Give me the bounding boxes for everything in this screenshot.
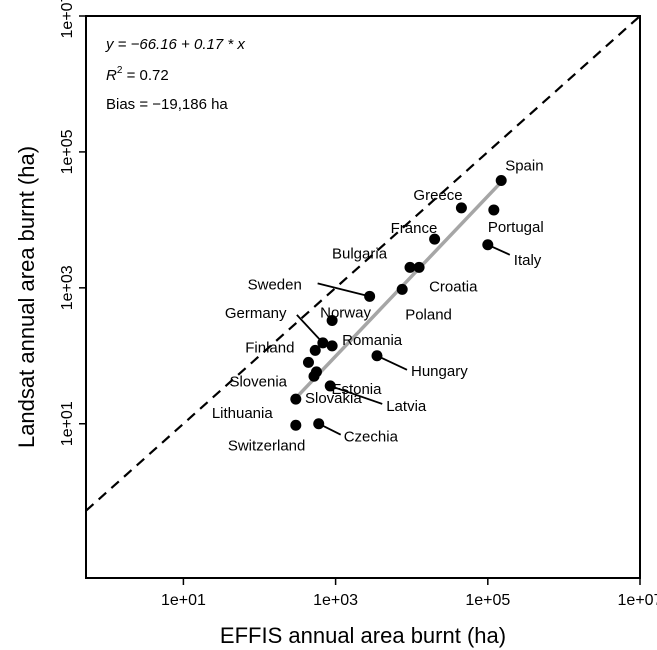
bias-annotation: Bias = −19,186 ha — [106, 96, 228, 113]
data-point-spain — [495, 174, 507, 186]
point-label-spain: Spain — [505, 157, 543, 174]
r2-value: = 0.72 — [122, 67, 168, 84]
x-tick-label: 1e+03 — [313, 592, 358, 609]
point-label-bulgaria: Bulgaria — [332, 245, 388, 262]
data-point-bulgaria — [404, 261, 416, 273]
y-tick-label: 1e+07 — [59, 0, 76, 38]
point-label-romania: Romania — [342, 332, 403, 349]
point-label-croatia: Croatia — [429, 278, 478, 295]
point-label-france: France — [391, 220, 438, 237]
point-label-greece: Greece — [413, 187, 462, 204]
point-label-czechia: Czechia — [344, 429, 399, 446]
point-label-hungary: Hungary — [411, 363, 468, 380]
leader-line-hungary — [376, 354, 408, 371]
x-tick-label: 1e+07 — [618, 592, 657, 609]
data-point-germany — [317, 337, 329, 349]
x-tick-label: 1e+05 — [465, 592, 510, 609]
data-point-latvia — [324, 380, 336, 392]
equation-annotation: y = −66.16 + 0.17 * x — [105, 36, 245, 53]
y-tick-label: 1e+03 — [59, 265, 76, 310]
one-to-one-line — [85, 15, 641, 512]
x-tick-label: 1e+01 — [161, 592, 206, 609]
data-point-italy — [482, 239, 494, 251]
data-point-france — [429, 233, 441, 245]
data-point-lithuania — [290, 393, 302, 405]
x-axis-title: EFFIS annual area burnt (ha) — [220, 623, 506, 648]
point-label-switzerland: Switzerland — [228, 437, 306, 454]
data-point-finland — [309, 344, 321, 356]
data-point-czechia — [313, 418, 325, 430]
data-point-sweden — [364, 290, 376, 302]
point-label-lithuania: Lithuania — [212, 405, 274, 422]
data-point-greece — [455, 202, 467, 214]
point-label-sweden: Sweden — [248, 276, 302, 293]
y-axis-title: Landsat annual area burnt (ha) — [14, 146, 39, 448]
r2-superscript: 2 — [117, 65, 123, 76]
point-label-slovenia: Slovenia — [229, 373, 287, 390]
point-label-slovakia: Slovakia — [305, 390, 362, 407]
r2-symbol: R — [106, 67, 117, 84]
data-point-slovakia — [308, 370, 320, 382]
data-point-hungary — [371, 350, 383, 362]
point-label-italy: Italy — [514, 252, 542, 269]
leader-line-sweden — [317, 282, 370, 298]
point-label-poland: Poland — [405, 306, 452, 323]
point-label-portugal: Portugal — [488, 219, 544, 236]
point-label-estonia: Estonia — [331, 381, 382, 398]
point-label-finland: Finland — [245, 339, 294, 356]
y-tick-label: 1e+05 — [59, 129, 76, 174]
data-point-norway — [326, 315, 338, 327]
data-point-switzerland — [290, 419, 302, 431]
data-point-slovenia — [302, 356, 314, 368]
y-tick-label: 1e+01 — [59, 401, 76, 446]
data-point-poland — [396, 283, 408, 295]
leader-line-latvia — [329, 385, 383, 405]
data-point-romania — [326, 340, 338, 352]
point-label-norway: Norway — [320, 305, 371, 322]
data-point-croatia — [413, 261, 425, 273]
point-label-germany: Germany — [225, 305, 287, 322]
r2-annotation: R2 = 0.72 — [106, 65, 169, 84]
point-label-latvia: Latvia — [386, 398, 427, 415]
plot-frame — [85, 15, 641, 579]
leader-line-germany — [296, 314, 324, 344]
data-point-portugal — [488, 204, 500, 216]
